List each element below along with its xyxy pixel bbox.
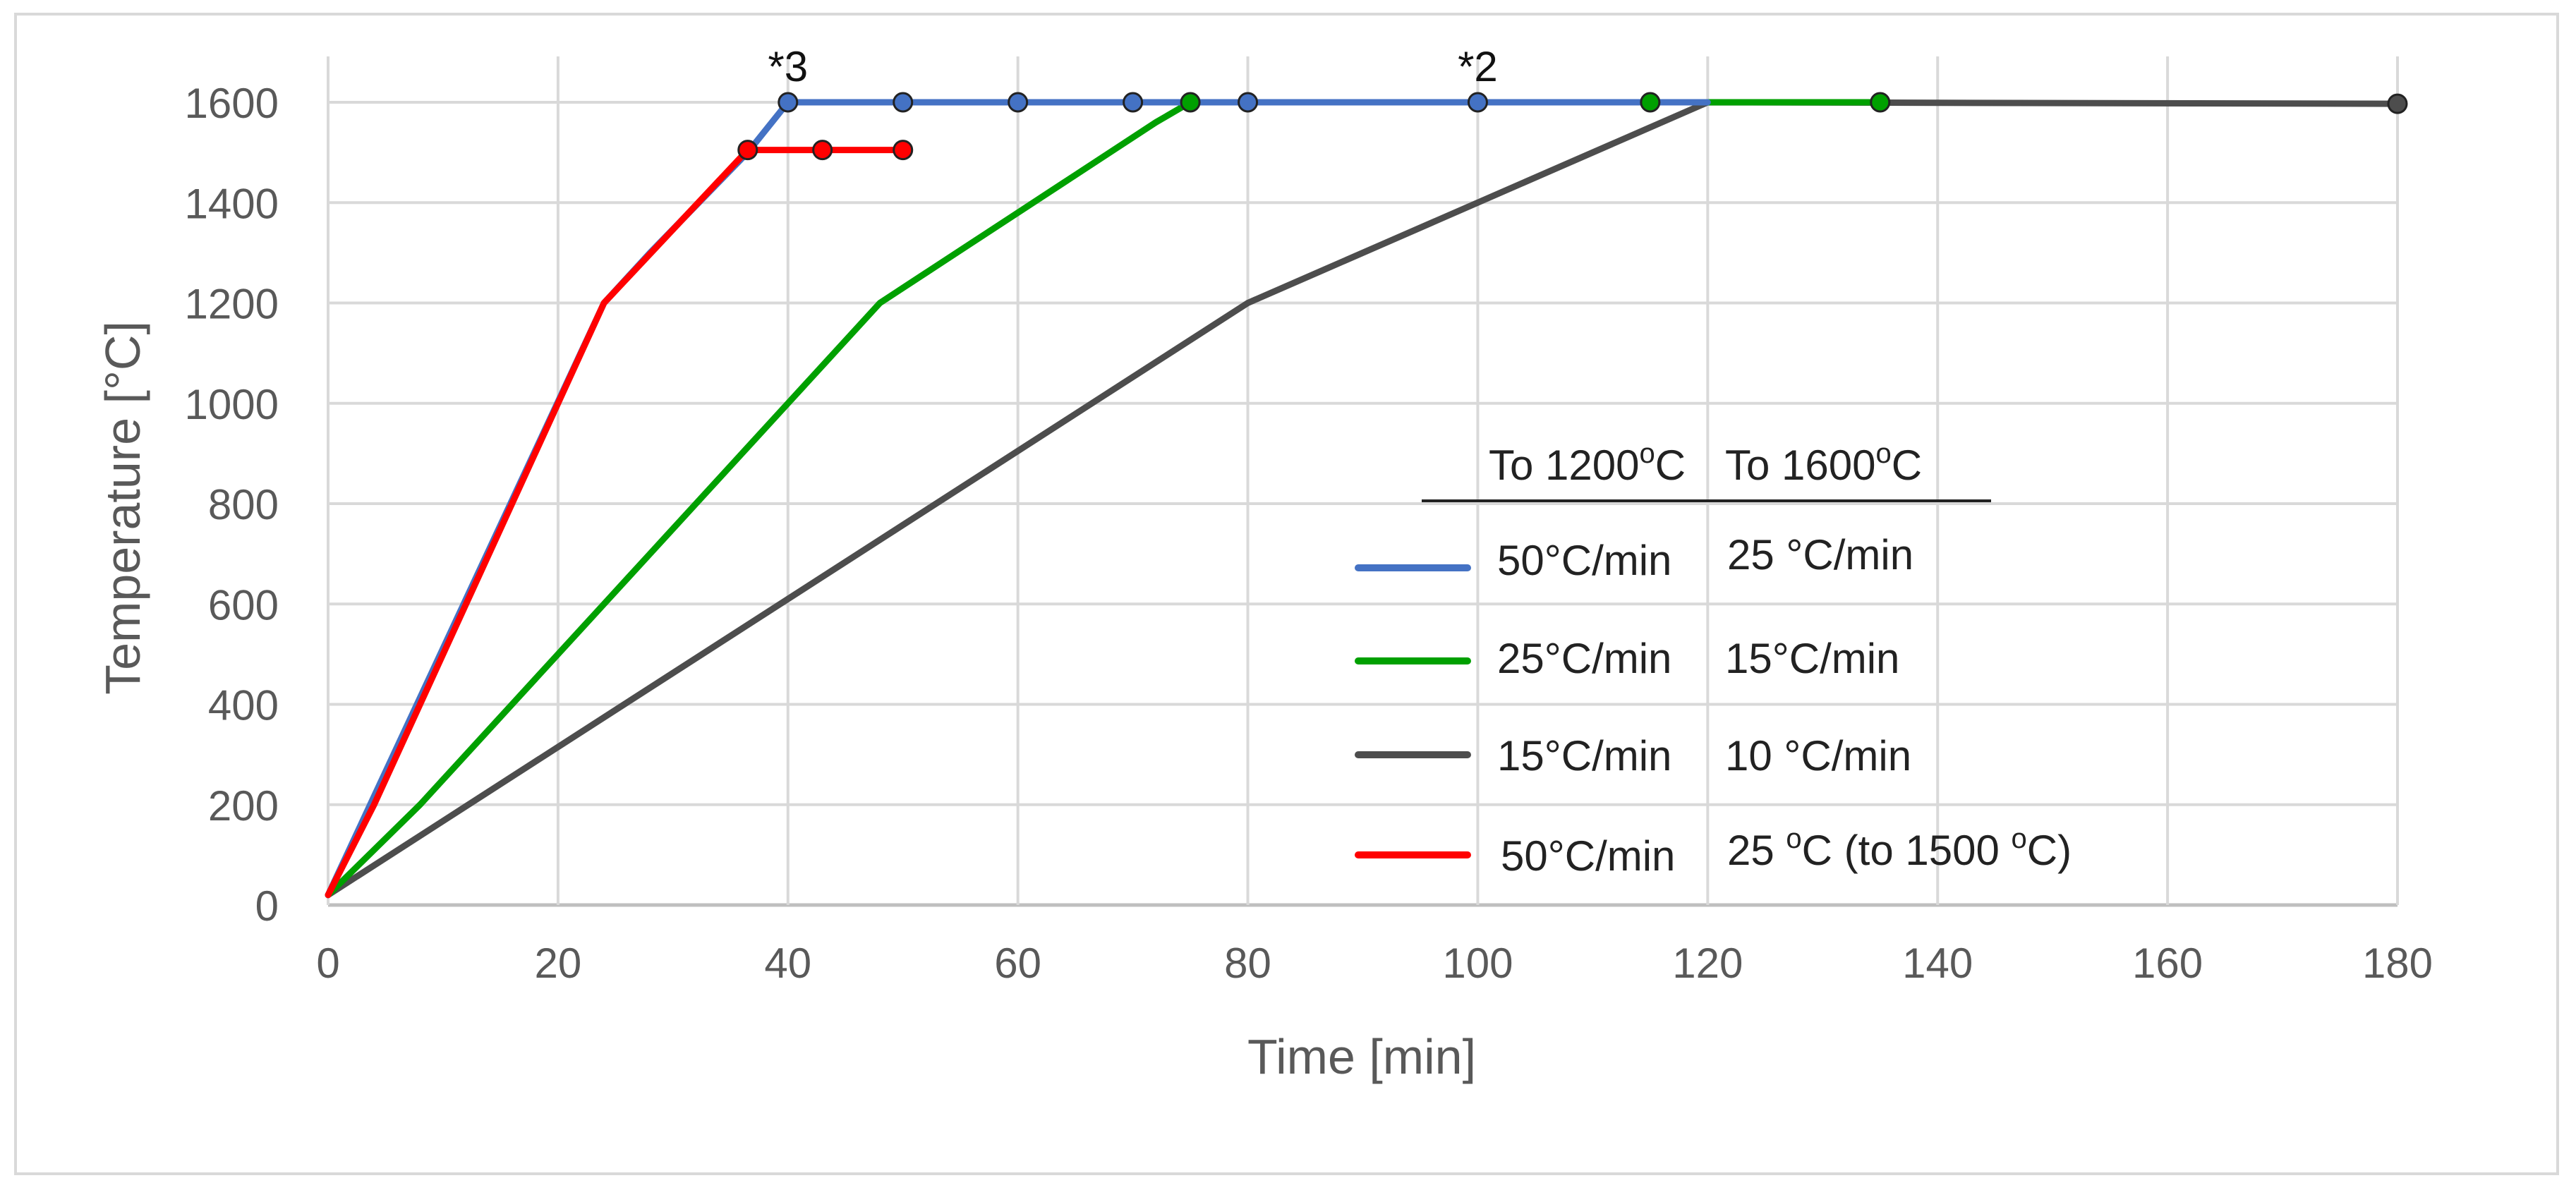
legend-row4-col2: 25 oC (to 1500 oC) xyxy=(1727,823,2072,874)
data-point-marker xyxy=(737,140,758,161)
legend: To 1200oC To 1600oC 50°C/min 25 °C/min 2… xyxy=(1355,438,2072,880)
x-tick-label: 20 xyxy=(535,940,582,987)
x-tick-label: 0 xyxy=(316,940,339,987)
y-tick-label: 200 xyxy=(208,782,279,830)
legend-row2-col2: 15°C/min xyxy=(1725,635,1899,682)
legend-row3-col1: 15°C/min xyxy=(1497,732,1671,779)
data-point-marker xyxy=(1123,92,1144,113)
legend-row2-col1: 25°C/min xyxy=(1497,635,1671,682)
grid xyxy=(327,56,2399,907)
annotation-label: *3 xyxy=(768,43,808,90)
y-tick-label: 600 xyxy=(208,581,279,629)
y-tick-label: 400 xyxy=(208,682,279,729)
x-tick-label: 100 xyxy=(1442,940,1513,987)
data-point-marker xyxy=(893,92,914,113)
legend-row1-col2: 25 °C/min xyxy=(1727,531,1913,578)
data-point-marker xyxy=(1467,92,1488,113)
legend-row1-col1: 50°C/min xyxy=(1497,537,1671,584)
annotation-group: *3 *2 xyxy=(768,43,1497,90)
legend-row4-col1: 50°C/min xyxy=(1501,832,1675,880)
legend-header-col1: To 1200oC xyxy=(1489,438,1686,489)
marker-group xyxy=(737,92,2408,161)
data-point-marker xyxy=(1008,92,1029,113)
x-tick-label: 60 xyxy=(994,940,1041,987)
data-point-marker xyxy=(1640,92,1661,113)
y-tick-label: 0 xyxy=(255,882,279,930)
x-tick-label: 40 xyxy=(764,940,811,987)
data-point-marker xyxy=(1870,92,1891,113)
x-tick-label: 120 xyxy=(1672,940,1743,987)
y-tick-label: 1000 xyxy=(185,381,279,428)
x-axis-label: Time [min] xyxy=(1247,1029,1476,1084)
data-point-marker xyxy=(778,92,799,113)
y-tick-label: 1400 xyxy=(185,180,279,227)
y-tick-label: 800 xyxy=(208,481,279,528)
x-tick-label: 160 xyxy=(2132,940,2203,987)
axes: 0 200 400 600 800 1000 1200 1400 1600 0 20 40 60 80 10… xyxy=(185,80,2433,987)
x-tick-label: 180 xyxy=(2362,940,2433,987)
data-point-marker xyxy=(1238,92,1259,113)
data-point-marker xyxy=(1180,92,1201,113)
chart-frame xyxy=(14,13,2559,1175)
y-tick-label: 1600 xyxy=(185,80,279,127)
x-tick-label: 140 xyxy=(1902,940,1973,987)
data-point-marker xyxy=(812,140,833,161)
x-tick-label: 80 xyxy=(1224,940,1271,987)
data-point-marker xyxy=(893,140,914,161)
y-tick-label: 1200 xyxy=(185,281,279,328)
legend-row3-col2: 10 °C/min xyxy=(1725,732,1911,779)
series-line xyxy=(325,147,907,899)
legend-header-col2: To 1600oC xyxy=(1725,438,1922,489)
y-axis-label: Temperature [°C] xyxy=(95,321,150,695)
data-point-marker xyxy=(2387,93,2408,114)
series-group xyxy=(325,99,2401,899)
annotation-label: *2 xyxy=(1458,43,1498,90)
series-line xyxy=(325,99,2401,899)
